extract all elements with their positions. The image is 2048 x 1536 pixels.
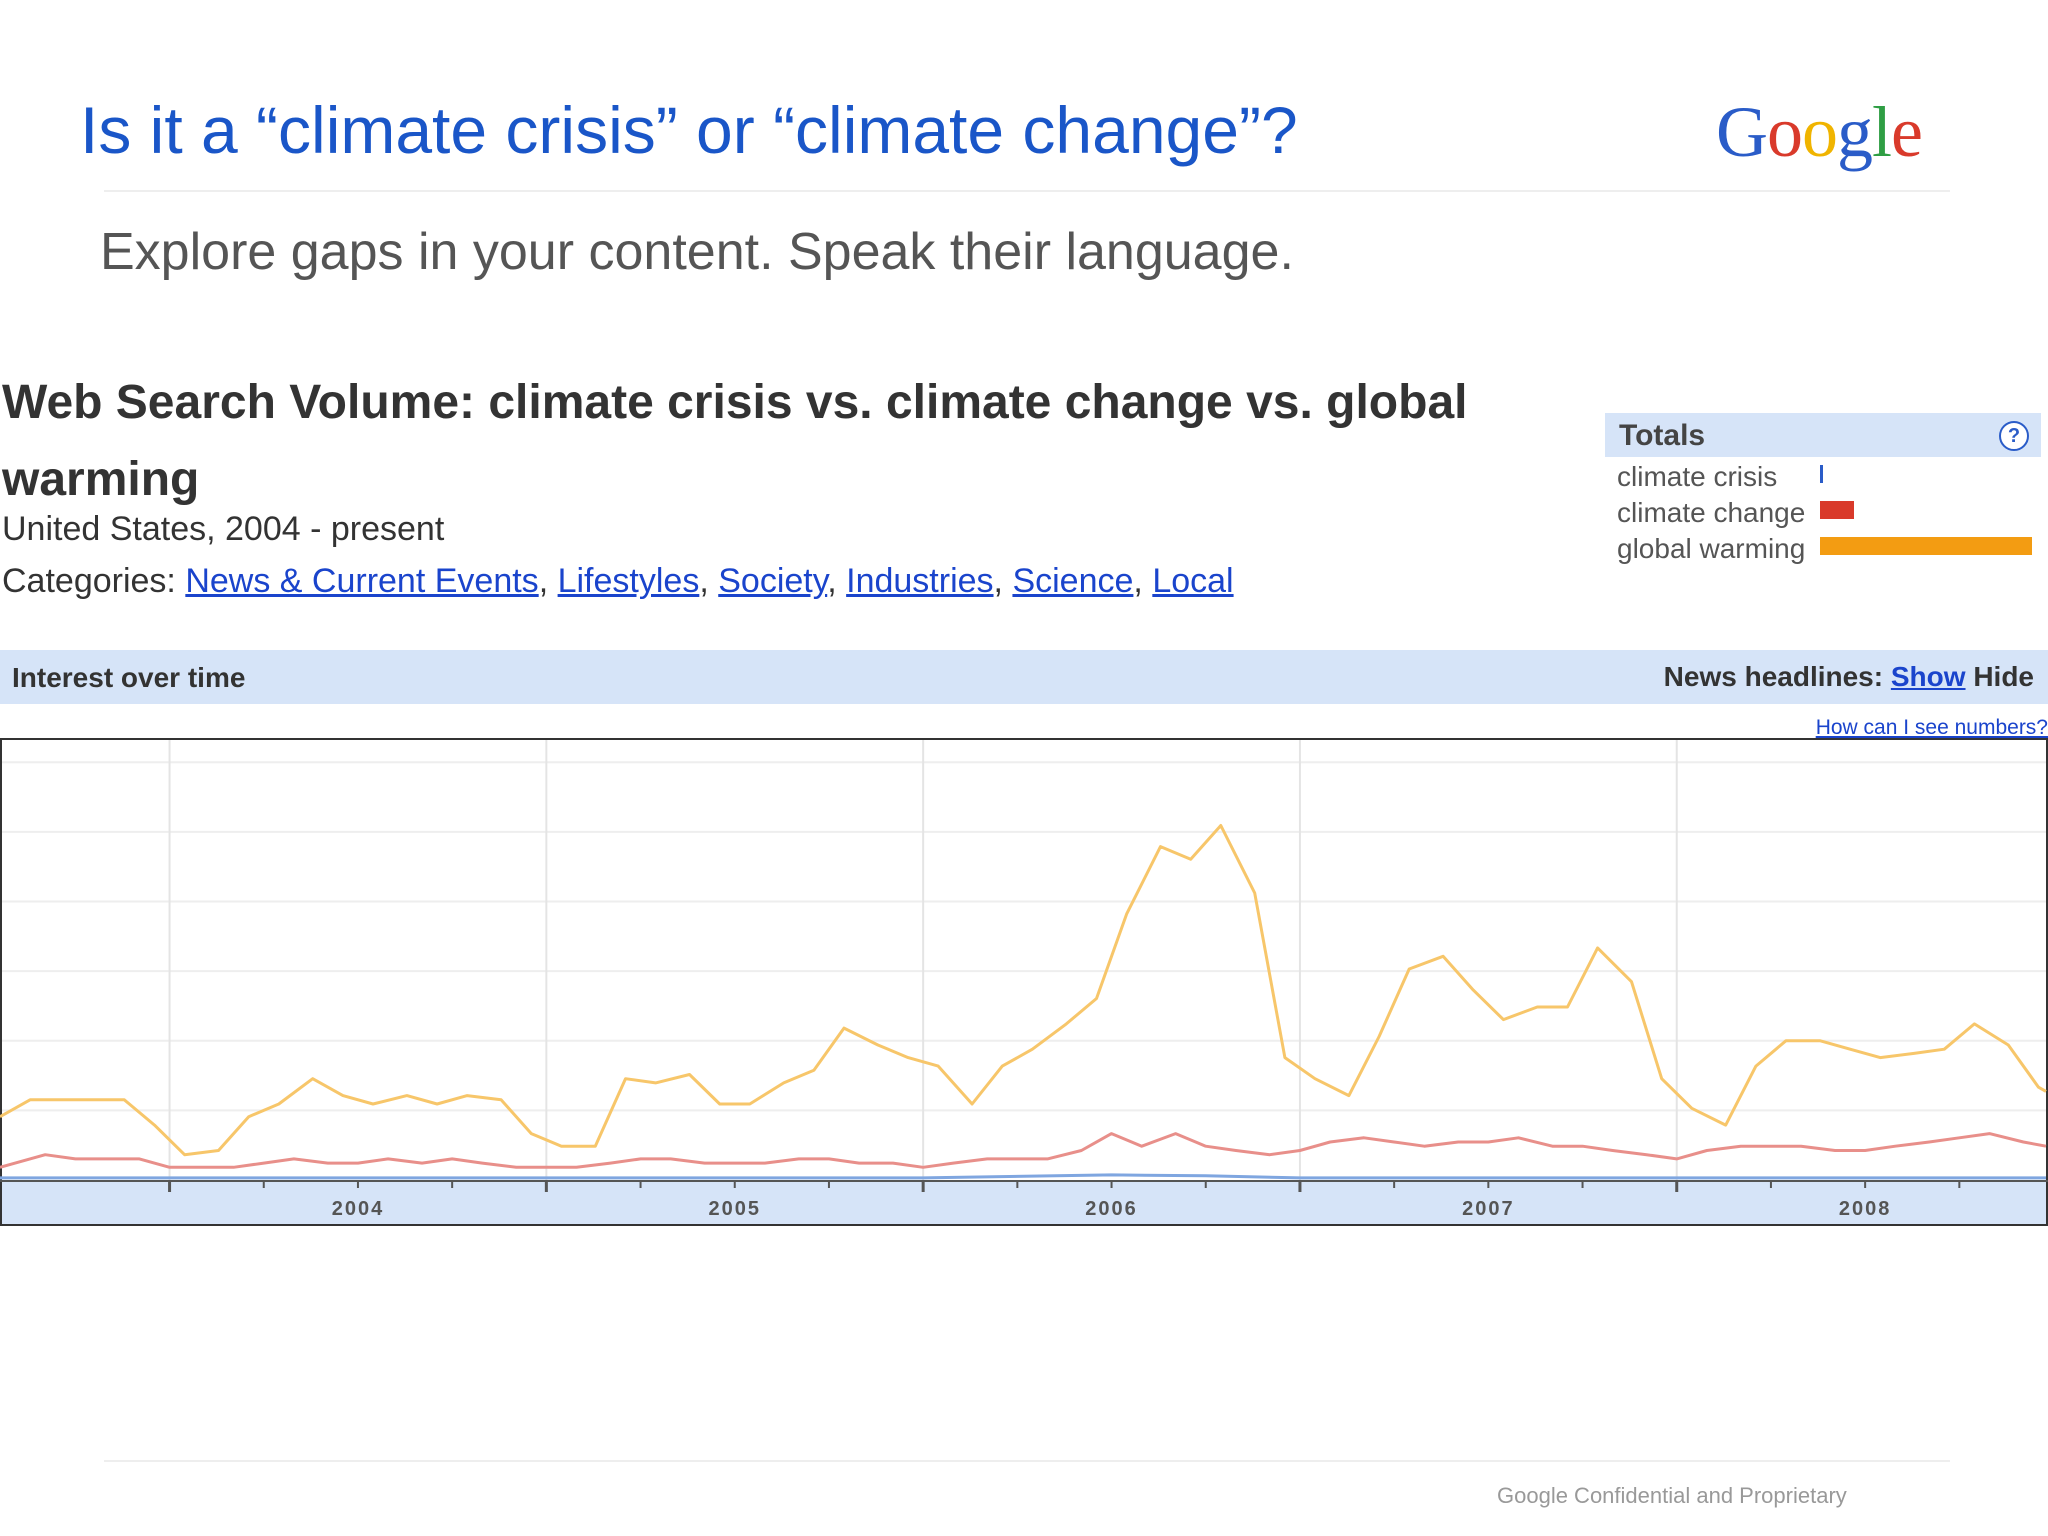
logo-letter: o	[1767, 92, 1803, 172]
title-divider	[104, 190, 1950, 192]
logo-letter: g	[1837, 92, 1873, 172]
series-line	[0, 1173, 2046, 1180]
category-separator: ,	[1133, 562, 1153, 600]
logo-letter: o	[1802, 92, 1838, 172]
chart-axis-band	[2, 1180, 2046, 1224]
series-line	[0, 824, 2047, 1157]
category-link[interactable]: Lifestyles	[557, 562, 700, 600]
totals-title: Totals	[1619, 419, 1706, 452]
logo-letter: G	[1716, 92, 1768, 172]
google-logo: Google	[1716, 96, 1923, 168]
chart-x-tick-label: 2007	[1462, 1198, 1515, 1220]
trends-region: United States, 2004 - present	[2, 510, 445, 548]
news-headlines-label: News headlines:	[1663, 661, 1884, 692]
news-show-link[interactable]: Show	[1890, 661, 1966, 692]
category-link[interactable]: News & Current Events	[185, 562, 539, 600]
footer-divider	[104, 1460, 1950, 1462]
categories-label: Categories:	[2, 562, 176, 600]
totals-row: climate crisis	[1605, 457, 2041, 493]
interest-over-time-label: Interest over time	[12, 662, 246, 693]
category-link[interactable]: Industries	[846, 562, 994, 600]
totals-row-bar	[1820, 465, 1823, 483]
interest-over-time-bar: Interest over time News headlines: Show …	[0, 650, 2048, 704]
totals-row-label: global warming	[1617, 533, 1806, 564]
totals-panel: Totals ? climate crisis climate change glo…	[1605, 413, 2041, 565]
totals-row-bar	[1820, 537, 2032, 555]
chart-frame	[0, 738, 2048, 1226]
slide-subtitle: Explore gaps in your content. Speak thei…	[100, 223, 1294, 281]
totals-row-bar	[1820, 501, 1854, 519]
category-separator: ,	[827, 562, 847, 600]
totals-row: global warming	[1605, 529, 2041, 565]
footer-text: Google Confidential and Proprietary	[1497, 1483, 1847, 1508]
chart-x-tick-label: 2006	[1085, 1198, 1138, 1220]
chart-x-tick-label: 2004	[332, 1198, 385, 1220]
news-hide-link[interactable]: Hide	[1973, 661, 2034, 692]
chart-x-tick-label: 2008	[1839, 1198, 1892, 1220]
category-link[interactable]: Society	[718, 562, 828, 600]
category-links: News & Current Events, Lifestyles, Socie…	[185, 562, 1233, 600]
totals-rows: climate crisis climate change global warmi…	[1605, 457, 2041, 565]
totals-header: Totals ?	[1605, 413, 2041, 457]
logo-letter: e	[1891, 92, 1923, 172]
category-link[interactable]: Science	[1012, 562, 1134, 600]
category-separator: ,	[993, 562, 1013, 600]
slide-title: Is it a “climate crisis” or “climate cha…	[80, 93, 1298, 167]
interest-chart: 2004 2005 2006 2007 2008	[0, 738, 2048, 1226]
news-headlines: News headlines: Show Hide	[1664, 661, 2034, 693]
category-link[interactable]: Local	[1152, 562, 1234, 600]
trends-categories: Categories: News & Current Events, Lifes…	[2, 562, 1234, 601]
series-line	[0, 1132, 2047, 1169]
help-circle-icon[interactable]: ?	[1999, 421, 2029, 451]
totals-row: climate change	[1605, 493, 2041, 529]
totals-row-label: climate change	[1617, 497, 1806, 528]
totals-row-label: climate crisis	[1617, 461, 1778, 492]
category-separator: ,	[699, 562, 719, 600]
category-separator: ,	[538, 562, 558, 600]
chart-x-tick-label: 2005	[709, 1198, 762, 1220]
logo-letter: l	[1872, 92, 1892, 172]
trends-title: Web Search Volume: climate crisis vs. cl…	[2, 376, 1468, 506]
see-numbers-link[interactable]: How can I see numbers?	[1815, 716, 2048, 739]
